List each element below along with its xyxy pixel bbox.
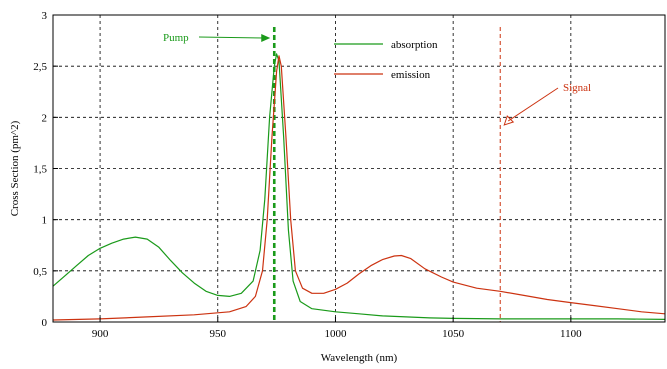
pump-arrowhead bbox=[261, 34, 271, 42]
y-tick-label: 2 bbox=[42, 112, 48, 124]
y-axis-label: Cross Section (pm^2) bbox=[9, 120, 21, 216]
pump-arrow bbox=[198, 36, 265, 39]
series-line-absorption bbox=[52, 53, 666, 320]
x-tick-label: 1100 bbox=[560, 328, 582, 340]
marker-lines bbox=[272, 27, 501, 322]
y-tick-label: 0 bbox=[42, 317, 48, 329]
series-lines bbox=[52, 53, 666, 321]
x-tick-label: 950 bbox=[210, 328, 227, 340]
x-axis-ticks: 900 950 1000 1050 1100 bbox=[92, 317, 582, 340]
grid bbox=[53, 15, 665, 322]
annotations: Pump Signal bbox=[163, 32, 591, 126]
y-tick-label: 1 bbox=[42, 215, 48, 227]
legend-label-emission: emission bbox=[391, 69, 431, 81]
x-tick-label: 900 bbox=[92, 328, 109, 340]
y-tick-label: 3 bbox=[42, 10, 48, 22]
x-tick-label: 1000 bbox=[324, 328, 347, 340]
y-tick-label: 2,5 bbox=[33, 61, 47, 73]
signal-arrow bbox=[507, 87, 559, 122]
pump-annotation: Pump bbox=[163, 32, 189, 44]
x-axis-label: Wavelength (nm) bbox=[321, 352, 398, 364]
legend: absorption emission bbox=[334, 39, 438, 81]
y-tick-label: 0,5 bbox=[33, 266, 47, 278]
y-axis-ticks: 0 0,5 1 1,5 2 2,5 3 bbox=[33, 10, 58, 329]
signal-arrowhead bbox=[503, 115, 515, 126]
signal-annotation: Signal bbox=[563, 82, 591, 94]
x-tick-label: 1050 bbox=[442, 328, 465, 340]
legend-label-absorption: absorption bbox=[391, 39, 438, 51]
y-tick-label: 1,5 bbox=[33, 164, 47, 176]
series-line-emission bbox=[52, 55, 666, 321]
